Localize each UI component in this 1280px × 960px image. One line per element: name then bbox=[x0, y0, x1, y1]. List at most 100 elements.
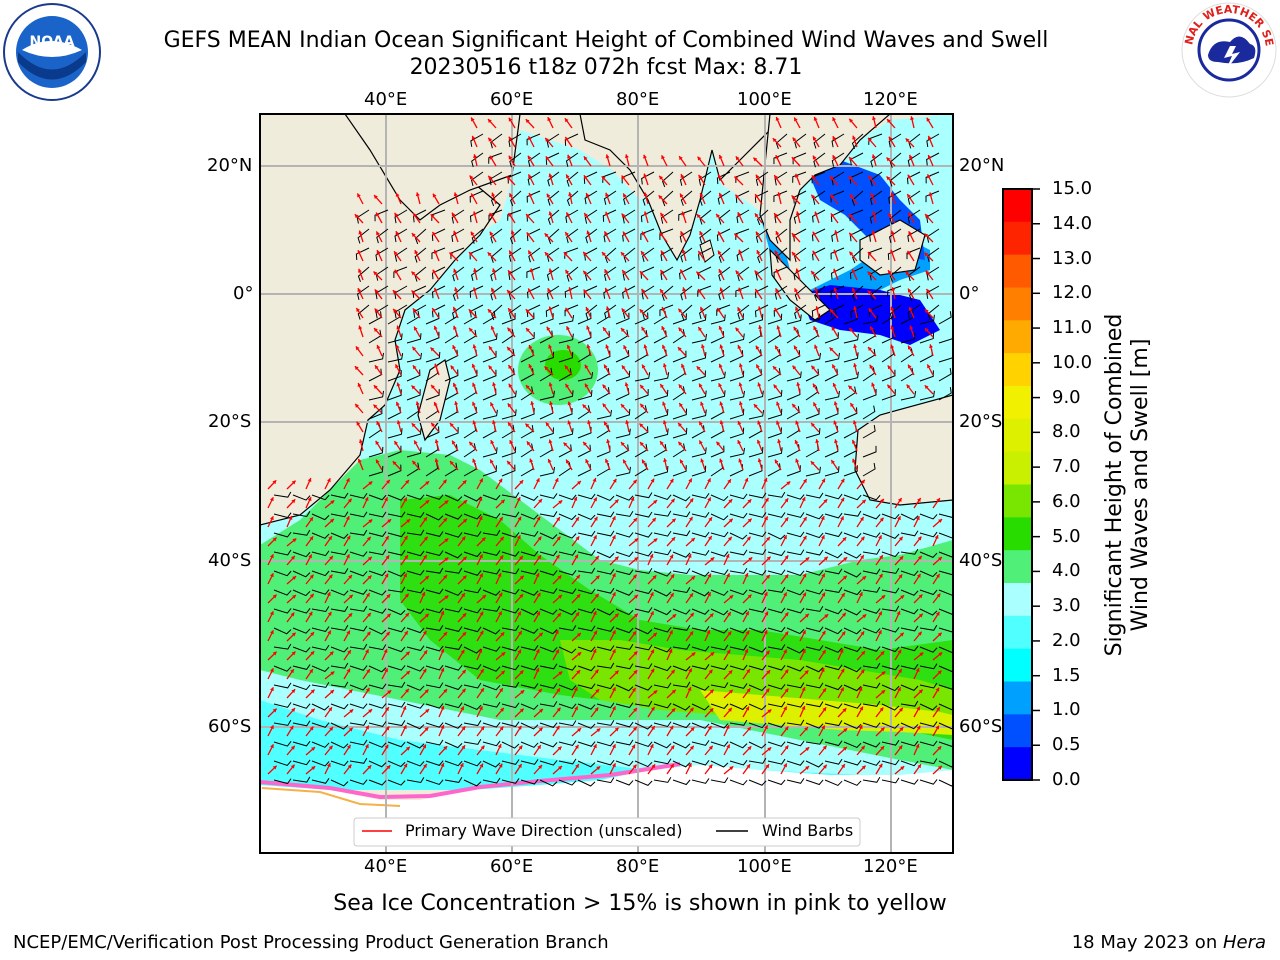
wind-barb bbox=[907, 209, 921, 224]
wind-barb bbox=[653, 570, 672, 577]
wave-direction-arrowhead bbox=[310, 689, 315, 694]
wave-direction-arrowhead bbox=[384, 573, 389, 578]
wind-barb bbox=[888, 190, 902, 204]
wave-direction-arrowhead bbox=[867, 252, 872, 257]
wind-barb bbox=[603, 285, 617, 299]
wave-direction-arrowhead bbox=[915, 516, 920, 521]
wind-barb bbox=[482, 701, 501, 708]
wave-direction-arrowhead bbox=[621, 213, 626, 218]
wind-barb bbox=[729, 779, 748, 786]
wind-barb bbox=[330, 779, 349, 787]
wind-barb bbox=[425, 625, 444, 631]
wave-direction-arrowhead bbox=[348, 727, 353, 732]
wave-direction-arrowhead bbox=[405, 613, 409, 617]
wind-barb bbox=[919, 332, 935, 344]
wind-barb bbox=[431, 266, 446, 280]
wind-barb bbox=[406, 447, 422, 458]
wind-barb bbox=[387, 445, 402, 458]
wind-barb bbox=[786, 682, 805, 689]
wind-barb bbox=[634, 389, 649, 401]
colorbar-swatch bbox=[1003, 386, 1032, 420]
wave-direction-arrowhead bbox=[310, 632, 315, 637]
wave-direction-arrowhead bbox=[434, 439, 439, 444]
wind-barb bbox=[792, 171, 807, 183]
wave-direction-arrowhead bbox=[432, 308, 436, 313]
wave-direction-arrowhead bbox=[488, 365, 493, 370]
wave-direction-arrowhead bbox=[487, 252, 492, 257]
wind-barb bbox=[603, 190, 617, 205]
wave-direction-arrowhead bbox=[327, 611, 332, 616]
wind-barb bbox=[273, 549, 292, 556]
wave-direction-arrowhead bbox=[756, 364, 760, 369]
wind-barb bbox=[843, 465, 858, 477]
wave-direction-arrowhead bbox=[482, 595, 486, 599]
wave-direction-arrowhead bbox=[367, 765, 372, 770]
wave-direction-arrowhead bbox=[660, 441, 664, 446]
wind-barb bbox=[775, 247, 788, 263]
wave-direction-arrowhead bbox=[641, 326, 646, 331]
wave-direction-arrowhead bbox=[506, 176, 511, 181]
wind-barb bbox=[508, 285, 522, 300]
wave-direction-arrowhead bbox=[833, 268, 837, 273]
wave-direction-arrowhead bbox=[918, 613, 923, 618]
wind-barb bbox=[615, 702, 634, 709]
wind-barb bbox=[938, 760, 953, 768]
wind-barb bbox=[634, 511, 653, 518]
wind-barb bbox=[490, 266, 503, 282]
wind-barb bbox=[520, 513, 539, 520]
wave-direction-arrowhead bbox=[498, 478, 503, 483]
wind-barb bbox=[805, 760, 824, 768]
wave-direction-arrowhead bbox=[452, 306, 457, 311]
wind-barb bbox=[735, 285, 750, 297]
wave-direction-arrowhead bbox=[556, 688, 560, 693]
wave-direction-arrowhead bbox=[738, 363, 743, 368]
wind-barb bbox=[691, 511, 710, 518]
wind-barb bbox=[273, 531, 292, 538]
wave-direction-arrowhead bbox=[405, 670, 410, 675]
wave-direction-arrowhead bbox=[625, 420, 630, 425]
wave-direction-arrowhead bbox=[744, 573, 749, 577]
wind-barb bbox=[558, 494, 577, 501]
wave-direction-arrowhead bbox=[623, 459, 627, 464]
wave-direction-arrowhead bbox=[764, 516, 768, 521]
wind-barb bbox=[444, 532, 463, 538]
wave-direction-arrowhead bbox=[791, 252, 796, 257]
wave-direction-arrowhead bbox=[565, 232, 569, 237]
colorbar-frame bbox=[1002, 188, 1033, 781]
lat-label-left-60s: 60°S bbox=[208, 716, 252, 737]
colorbar-tick-label: 15.0 bbox=[1052, 178, 1093, 199]
wind-barb bbox=[406, 703, 425, 709]
wind-barb bbox=[558, 407, 573, 420]
wave-direction-arrowhead bbox=[766, 670, 771, 675]
colorbar-swatch bbox=[1003, 418, 1032, 453]
wind-barb bbox=[539, 466, 555, 477]
wave-direction-arrowhead bbox=[538, 765, 542, 769]
wave-direction-arrowhead bbox=[871, 116, 876, 121]
wave-direction-arrowhead bbox=[509, 250, 513, 255]
wind-barb bbox=[699, 228, 712, 244]
wave-direction-arrowhead bbox=[727, 479, 731, 484]
colorbar-tick-label: 9.0 bbox=[1052, 386, 1081, 408]
wind-barb bbox=[349, 684, 368, 691]
wind-barb bbox=[887, 247, 902, 260]
wind-barb bbox=[938, 367, 952, 382]
wave-direction-arrowhead bbox=[633, 518, 638, 522]
wind-barb bbox=[938, 779, 953, 787]
wave-direction-arrowhead bbox=[365, 649, 369, 654]
wind-barb bbox=[710, 589, 729, 596]
wind-barb bbox=[520, 530, 539, 537]
wave-direction-arrowhead bbox=[936, 707, 940, 712]
wind-barb bbox=[748, 703, 767, 711]
wave-direction-arrowhead bbox=[592, 649, 597, 654]
wind-barb bbox=[938, 311, 952, 325]
wave-direction-arrowhead bbox=[867, 290, 872, 295]
wave-direction-arrowhead bbox=[744, 477, 749, 482]
wave-direction-arrowhead bbox=[764, 497, 769, 502]
wave-direction-arrowhead bbox=[478, 648, 483, 653]
wave-direction-arrowhead bbox=[868, 308, 873, 313]
wind-barb bbox=[273, 643, 292, 650]
wave-direction-arrowhead bbox=[765, 574, 770, 579]
wind-barb bbox=[653, 721, 672, 728]
wave-direction-arrowhead bbox=[801, 497, 806, 502]
wave-direction-arrowhead bbox=[639, 423, 644, 428]
